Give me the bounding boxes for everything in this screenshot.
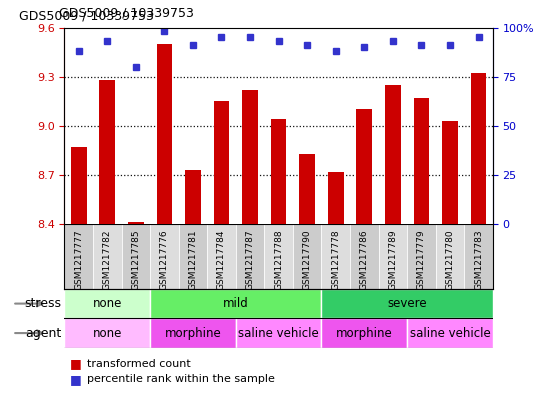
Bar — [156, 44, 172, 224]
Text: ■: ■ — [70, 373, 82, 386]
Text: GSM1217778: GSM1217778 — [331, 229, 340, 290]
Bar — [150, 289, 321, 318]
Text: GDS5009 / 10339753: GDS5009 / 10339753 — [59, 7, 194, 20]
Bar — [464, 224, 493, 289]
Text: ■: ■ — [70, 357, 82, 370]
Text: severe: severe — [388, 297, 427, 310]
Bar — [64, 289, 150, 318]
Bar — [321, 224, 350, 289]
Bar — [270, 119, 287, 224]
Text: GSM1217776: GSM1217776 — [160, 229, 169, 290]
Bar — [379, 224, 407, 289]
Bar — [321, 318, 407, 348]
Text: GSM1217783: GSM1217783 — [474, 229, 483, 290]
Text: GSM1217781: GSM1217781 — [188, 229, 198, 290]
Text: percentile rank within the sample: percentile rank within the sample — [87, 374, 274, 384]
Bar — [207, 224, 236, 289]
Text: none: none — [92, 297, 122, 310]
Bar — [122, 224, 150, 289]
Text: morphine: morphine — [165, 327, 221, 340]
Bar — [93, 224, 122, 289]
Text: GSM1217779: GSM1217779 — [417, 229, 426, 290]
Bar — [99, 80, 115, 224]
Bar — [470, 73, 487, 224]
Text: transformed count: transformed count — [87, 358, 190, 369]
Text: GSM1217780: GSM1217780 — [445, 229, 455, 290]
Bar — [407, 318, 493, 348]
Bar — [236, 224, 264, 289]
Text: GSM1217777: GSM1217777 — [74, 229, 83, 290]
Text: GSM1217790: GSM1217790 — [302, 229, 312, 290]
Text: GSM1217788: GSM1217788 — [274, 229, 283, 290]
Text: GSM1217785: GSM1217785 — [131, 229, 141, 290]
Bar — [64, 224, 93, 289]
Text: GSM1217784: GSM1217784 — [217, 229, 226, 290]
Text: GSM1217787: GSM1217787 — [245, 229, 255, 290]
Text: stress: stress — [25, 297, 62, 310]
Bar — [236, 318, 321, 348]
Text: morphine: morphine — [336, 327, 393, 340]
Bar — [213, 101, 230, 224]
Bar — [442, 121, 458, 224]
Bar — [436, 224, 464, 289]
Bar — [299, 154, 315, 224]
Bar — [150, 224, 179, 289]
Text: agent: agent — [25, 327, 62, 340]
Bar — [185, 170, 201, 224]
Text: GDS5009 / 10339753: GDS5009 / 10339753 — [20, 9, 155, 22]
Bar — [242, 90, 258, 224]
Bar — [328, 172, 344, 224]
Bar — [71, 147, 87, 224]
Bar — [264, 224, 293, 289]
Bar — [407, 224, 436, 289]
Bar — [413, 98, 430, 224]
Bar — [150, 318, 236, 348]
Bar — [350, 224, 379, 289]
Text: GSM1217782: GSM1217782 — [102, 229, 112, 290]
Text: GSM1217789: GSM1217789 — [388, 229, 398, 290]
Bar — [385, 85, 401, 224]
Bar — [179, 224, 207, 289]
Bar — [321, 289, 493, 318]
Bar — [128, 222, 144, 224]
Text: saline vehicle: saline vehicle — [238, 327, 319, 340]
Bar — [356, 109, 372, 224]
Bar — [64, 318, 150, 348]
Text: mild: mild — [223, 297, 249, 310]
Text: none: none — [92, 327, 122, 340]
Text: GSM1217786: GSM1217786 — [360, 229, 369, 290]
Text: saline vehicle: saline vehicle — [409, 327, 491, 340]
Bar — [293, 224, 321, 289]
